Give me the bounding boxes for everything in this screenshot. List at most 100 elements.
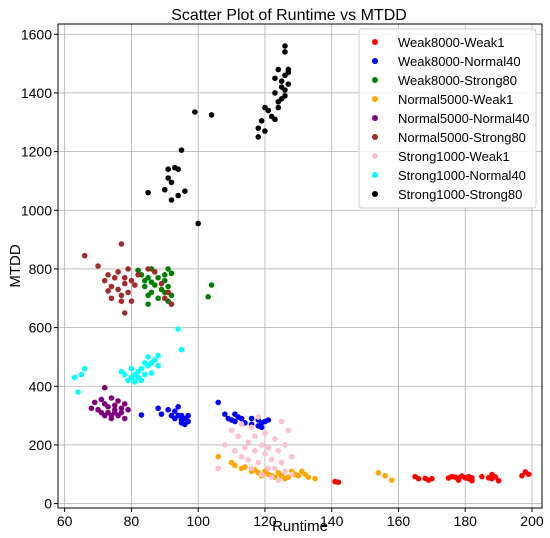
y-tick-label: 1600 <box>21 26 52 42</box>
data-point <box>91 399 98 406</box>
y-tick-label: 1400 <box>21 85 52 101</box>
data-point <box>105 272 111 278</box>
data-point <box>118 241 125 247</box>
data-point <box>265 445 272 451</box>
x-tick-label: 60 <box>57 513 73 529</box>
data-point <box>105 288 111 294</box>
data-point <box>128 277 135 284</box>
data-point <box>95 263 101 269</box>
data-point <box>121 415 128 422</box>
data-point <box>288 471 295 478</box>
data-point <box>168 179 175 186</box>
data-point <box>245 456 252 463</box>
legend-label: Weak8000-Normal40 <box>398 54 521 69</box>
data-point <box>248 465 255 472</box>
data-point <box>101 277 108 284</box>
data-point <box>255 134 262 140</box>
data-point <box>165 406 171 413</box>
data-point <box>272 436 278 442</box>
data-point <box>492 474 499 480</box>
data-point <box>275 477 282 483</box>
data-point <box>158 411 165 417</box>
data-point <box>285 69 292 76</box>
data-point <box>128 298 135 305</box>
data-point <box>165 175 171 181</box>
data-point <box>285 427 292 434</box>
legend-label: Weak8000-Strong80 <box>398 73 517 88</box>
x-tick-label: 140 <box>320 513 344 529</box>
data-point <box>138 412 145 418</box>
data-point <box>125 289 131 296</box>
data-point <box>258 442 265 448</box>
data-point <box>248 424 255 431</box>
legend-label: Weak8000-Weak1 <box>398 35 504 50</box>
data-point <box>238 415 245 422</box>
data-point <box>111 402 118 409</box>
data-point <box>165 289 171 296</box>
data-point <box>469 474 475 481</box>
data-point <box>98 396 105 403</box>
data-point <box>282 43 288 49</box>
data-point <box>125 406 131 413</box>
data-point <box>282 49 288 55</box>
legend-marker <box>372 58 378 64</box>
data-point <box>282 93 288 99</box>
data-point <box>162 186 168 193</box>
y-tick-label: 1000 <box>21 202 52 218</box>
data-point <box>252 433 258 439</box>
data-point <box>118 298 125 305</box>
data-point <box>118 409 125 416</box>
data-point <box>152 282 158 288</box>
y-tick-label: 600 <box>29 320 53 336</box>
data-point <box>275 66 282 73</box>
data-points <box>71 43 532 485</box>
data-point <box>429 475 435 482</box>
data-point <box>162 272 168 278</box>
data-point <box>288 453 295 460</box>
data-point <box>258 471 265 478</box>
data-point <box>118 292 125 299</box>
data-point <box>162 295 168 302</box>
data-point <box>255 125 262 131</box>
data-point <box>168 197 175 203</box>
data-point <box>195 220 201 227</box>
plot-frame <box>57 23 543 509</box>
data-point <box>495 477 502 484</box>
x-axis: 60 80 100 120 140 160 180 200 <box>57 508 544 529</box>
data-point <box>232 418 238 425</box>
data-point <box>272 75 278 82</box>
y-tick-label: 0 <box>44 496 52 512</box>
data-point <box>215 399 222 406</box>
data-point <box>275 104 282 111</box>
data-point <box>118 405 125 412</box>
data-point <box>131 282 138 288</box>
data-point <box>121 371 128 378</box>
data-point <box>255 414 262 420</box>
data-point <box>148 289 155 296</box>
data-point <box>205 294 212 300</box>
data-point <box>479 473 485 480</box>
data-point <box>208 112 215 118</box>
data-point <box>382 472 388 479</box>
data-point <box>228 427 235 434</box>
data-point <box>108 415 115 422</box>
data-point <box>152 357 158 363</box>
data-point <box>295 472 302 479</box>
y-axis: 0 200 400 600 800 1000 1200 1400 1600 <box>21 26 58 512</box>
data-point <box>131 379 138 385</box>
data-point <box>88 405 95 412</box>
data-point <box>145 274 151 281</box>
data-point <box>138 365 145 372</box>
data-point <box>282 468 288 475</box>
legend-marker <box>372 134 378 140</box>
data-point <box>185 418 191 425</box>
legend-label: Strong1000-Normal40 <box>398 168 526 183</box>
data-point <box>175 166 181 172</box>
data-point <box>155 274 161 281</box>
legend-marker <box>372 115 378 121</box>
series-5 <box>81 241 175 316</box>
data-point <box>108 395 115 401</box>
data-point <box>178 147 185 153</box>
data-point <box>141 371 148 378</box>
data-point <box>165 283 171 290</box>
